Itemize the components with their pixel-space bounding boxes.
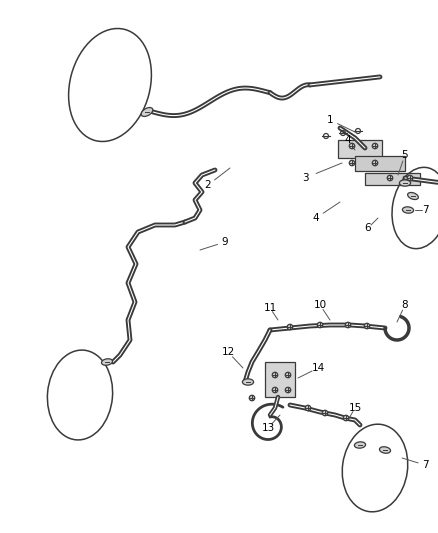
Circle shape: [372, 143, 378, 149]
Circle shape: [272, 372, 278, 378]
Circle shape: [249, 395, 255, 401]
Text: 9: 9: [222, 237, 228, 247]
Text: 3: 3: [302, 173, 308, 183]
Circle shape: [349, 160, 355, 166]
Circle shape: [387, 175, 393, 181]
Text: 12: 12: [221, 347, 235, 357]
Text: 15: 15: [348, 403, 362, 413]
FancyBboxPatch shape: [365, 173, 420, 185]
Ellipse shape: [403, 207, 413, 213]
Text: 7: 7: [422, 205, 428, 215]
Circle shape: [364, 323, 370, 329]
Circle shape: [372, 160, 378, 166]
Circle shape: [349, 143, 355, 149]
FancyBboxPatch shape: [355, 156, 405, 171]
Ellipse shape: [399, 180, 410, 186]
Text: 4: 4: [345, 135, 351, 145]
Text: 14: 14: [311, 363, 325, 373]
Circle shape: [343, 415, 349, 421]
Circle shape: [317, 322, 323, 328]
Ellipse shape: [379, 447, 391, 453]
FancyBboxPatch shape: [265, 362, 295, 397]
Text: 5: 5: [402, 150, 408, 160]
Circle shape: [322, 410, 328, 416]
Text: 10: 10: [314, 300, 327, 310]
Ellipse shape: [408, 192, 418, 199]
Text: 8: 8: [402, 300, 408, 310]
Text: 4: 4: [313, 213, 319, 223]
Ellipse shape: [354, 442, 366, 448]
Ellipse shape: [141, 108, 153, 117]
FancyBboxPatch shape: [338, 140, 382, 158]
Text: 7: 7: [422, 460, 428, 470]
Circle shape: [285, 387, 291, 393]
Text: 13: 13: [261, 423, 275, 433]
Circle shape: [407, 175, 413, 181]
Text: 2: 2: [205, 180, 211, 190]
Ellipse shape: [242, 379, 254, 385]
Circle shape: [285, 372, 291, 378]
Text: 6: 6: [365, 223, 371, 233]
Circle shape: [345, 322, 351, 328]
Circle shape: [287, 324, 293, 330]
Ellipse shape: [102, 359, 113, 365]
Circle shape: [272, 387, 278, 393]
Text: 11: 11: [263, 303, 277, 313]
Circle shape: [305, 405, 311, 411]
Text: 1: 1: [327, 115, 333, 125]
